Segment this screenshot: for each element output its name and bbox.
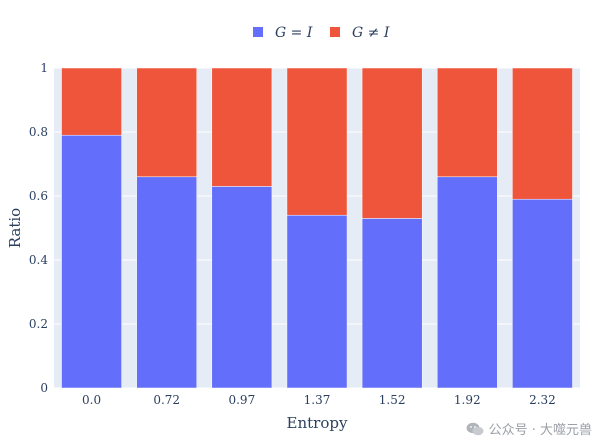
bar-segment — [211, 186, 273, 389]
x-tick-label: 0.0 — [82, 393, 101, 407]
bars — [61, 67, 573, 389]
bar-segment — [136, 67, 198, 178]
bar-segment — [286, 67, 348, 216]
watermark: 公众号 · 大噬元兽 — [466, 419, 592, 438]
legend-label: G ≠ I — [352, 25, 390, 41]
x-tick-label: 2.32 — [529, 393, 556, 407]
x-axis-title: Entropy — [287, 414, 348, 432]
y-axis-title: Ratio — [6, 208, 24, 248]
y-tick-label: 0 — [40, 381, 48, 395]
bar-segment — [512, 67, 573, 200]
y-tick-label: 0.2 — [29, 317, 48, 331]
x-tick-label: 1.37 — [304, 393, 331, 407]
y-tick-label: 0.8 — [29, 125, 48, 139]
bar-segment — [61, 134, 122, 389]
x-tick-label: 1.92 — [454, 393, 481, 407]
y-tick-label: 0.6 — [29, 189, 48, 203]
watermark-text: 公众号 · 大噬元兽 — [488, 423, 592, 438]
bar-segment — [361, 67, 423, 219]
bar-segment — [361, 218, 423, 389]
y-tick-labels: 0 0.2 0.4 0.6 0.8 1 — [29, 61, 48, 395]
wechat-icon — [466, 422, 484, 435]
bar-segment — [512, 198, 573, 389]
x-tick-label: 1.52 — [379, 393, 406, 407]
bar-segment — [61, 67, 122, 136]
x-tick-label: 0.72 — [153, 393, 180, 407]
x-tick-labels: 0.0 0.72 0.97 1.37 1.52 1.92 2.32 — [82, 393, 556, 407]
y-tick-label: 1 — [40, 61, 48, 75]
legend-label: G = I — [275, 25, 313, 41]
y-tick-label: 0.4 — [29, 253, 48, 267]
legend: G = I G ≠ I — [253, 25, 390, 41]
bar-segment — [211, 67, 273, 187]
legend-swatch — [253, 27, 263, 37]
x-tick-label: 0.97 — [228, 393, 255, 407]
bar-segment — [286, 214, 348, 389]
bar-segment — [436, 176, 498, 389]
bar-segment — [136, 176, 198, 389]
bar-segment — [436, 67, 498, 178]
legend-swatch — [330, 27, 340, 37]
